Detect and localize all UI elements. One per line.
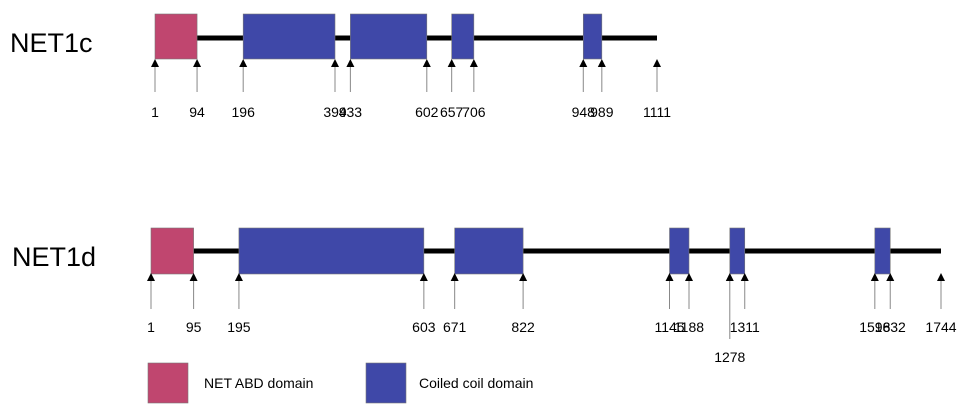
position-label: 1188	[674, 319, 704, 335]
position-label: 1598	[859, 319, 890, 335]
legend-abd-swatch	[147, 362, 189, 404]
position-label: 989	[590, 104, 614, 120]
position-arrow-icon	[147, 273, 155, 281]
legend-coil-swatch	[365, 362, 407, 404]
protein-name-net1c: NET1c	[10, 28, 93, 58]
legend-abd-label: NET ABD domain	[204, 375, 313, 391]
position-label: 433	[339, 104, 363, 120]
position-label: 399	[323, 104, 347, 120]
position-arrow-icon	[193, 59, 202, 67]
position-arrow-icon	[740, 273, 749, 281]
position-label: 1111	[643, 104, 671, 120]
position-arrow-icon	[725, 273, 734, 281]
position-arrow-icon	[870, 273, 879, 281]
position-arrow-icon	[330, 59, 339, 67]
net1d-abd-domain	[150, 227, 194, 275]
net1d-coiled-coil-domain	[454, 227, 524, 275]
position-label: 602	[415, 104, 439, 120]
position-arrow-icon	[447, 59, 456, 67]
position-arrow-icon	[189, 273, 198, 281]
legend-coil-label: Coiled coil domain	[419, 375, 533, 391]
position-arrow-icon	[450, 273, 459, 281]
position-label: 948	[572, 104, 596, 120]
net1d-coiled-coil-domain	[874, 227, 891, 275]
position-label: 1744	[925, 319, 956, 335]
position-arrow-icon	[422, 59, 431, 67]
position-arrow-icon	[937, 273, 945, 281]
net1c-coiled-coil-domain	[451, 13, 475, 60]
position-arrow-icon	[597, 59, 606, 67]
net1c-coiled-coil-domain	[582, 13, 603, 60]
net1d-coiled-coil-domain	[729, 227, 746, 275]
position-arrow-icon	[151, 59, 159, 67]
position-label: 1	[151, 104, 159, 120]
position-label: 95	[186, 319, 202, 335]
position-arrow-icon	[239, 59, 248, 67]
position-label: 1632	[875, 319, 906, 335]
net1c-abd-domain	[154, 13, 198, 60]
position-arrow-icon	[234, 273, 243, 281]
position-label: 195	[227, 319, 251, 335]
position-label: 657	[440, 104, 464, 120]
net1d-coiled-coil-domain	[238, 227, 425, 275]
protein-name-net1d: NET1d	[12, 242, 96, 272]
net1d-coiled-coil-domain	[669, 227, 690, 275]
position-arrow-icon	[519, 273, 528, 281]
position-arrow-icon	[419, 273, 428, 281]
net1c-coiled-coil-domain	[242, 13, 336, 60]
position-label: 706	[462, 104, 486, 120]
position-arrow-icon	[886, 273, 895, 281]
position-label: 196	[232, 104, 256, 120]
position-label: 1145	[654, 319, 684, 335]
position-label: 1278	[714, 349, 745, 365]
position-arrow-icon	[346, 59, 355, 67]
position-label: 603	[412, 319, 436, 335]
position-arrow-icon	[579, 59, 588, 67]
position-label: 671	[443, 319, 467, 335]
position-label: 822	[511, 319, 535, 335]
position-label: 1311	[730, 319, 760, 335]
position-arrow-icon	[665, 273, 674, 281]
position-arrow-icon	[684, 273, 693, 281]
legend: NET ABD domain Coiled coil domain	[147, 362, 533, 404]
position-label: 94	[189, 104, 205, 120]
position-arrow-icon	[469, 59, 478, 67]
position-arrow-icon	[653, 59, 661, 67]
net1c-coiled-coil-domain	[350, 13, 428, 60]
position-label: 1	[147, 319, 155, 335]
